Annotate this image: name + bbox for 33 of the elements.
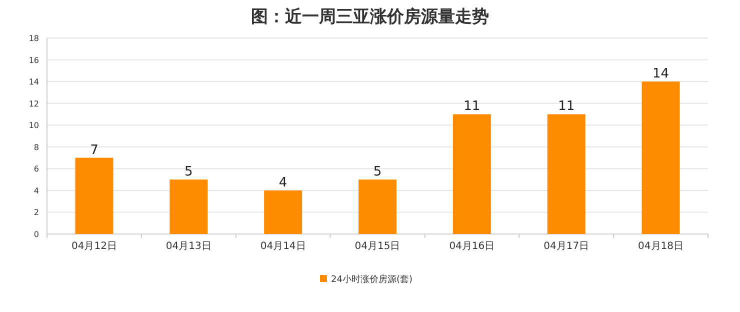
y-tick-label: 12: [28, 99, 39, 108]
y-tick-label: 14: [28, 78, 39, 87]
y-tick-label: 16: [28, 56, 39, 65]
bar: [547, 114, 586, 234]
x-tick-label: 04月15日: [354, 241, 400, 252]
y-tick-label: 18: [28, 34, 39, 43]
data-label: 11: [558, 99, 575, 114]
y-tick-label: 6: [34, 164, 39, 174]
data-label: 7: [90, 142, 98, 158]
y-tick-label: 2: [34, 208, 39, 218]
data-label: 5: [373, 164, 382, 180]
bar: [358, 180, 396, 234]
x-tick-label: 04月18日: [638, 241, 684, 252]
chart-title: 图：近一周三亚涨价房源量走势: [251, 7, 489, 27]
x-tick-label: 04月16日: [449, 241, 495, 252]
x-tick-label: 04月17日: [544, 241, 590, 252]
data-label: 14: [652, 66, 670, 82]
legend-label: 24小时涨价房源(套): [331, 274, 412, 285]
y-tick-label: 8: [34, 142, 39, 152]
data-label: 4: [278, 175, 288, 190]
x-tick-label: 04月13日: [166, 241, 212, 252]
data-label: 5: [184, 164, 193, 180]
bar: [170, 180, 208, 234]
x-tick-label: 04月12日: [71, 241, 117, 252]
x-tick-label: 04月14日: [260, 241, 306, 252]
bar: [75, 158, 114, 234]
y-tick-label: 0: [34, 230, 39, 239]
bar: [264, 190, 302, 234]
y-tick-label: 4: [34, 186, 39, 196]
y-tick-label: 10: [28, 121, 39, 130]
data-label: 11: [464, 99, 480, 114]
bar: [452, 114, 491, 234]
bar: [642, 82, 680, 234]
